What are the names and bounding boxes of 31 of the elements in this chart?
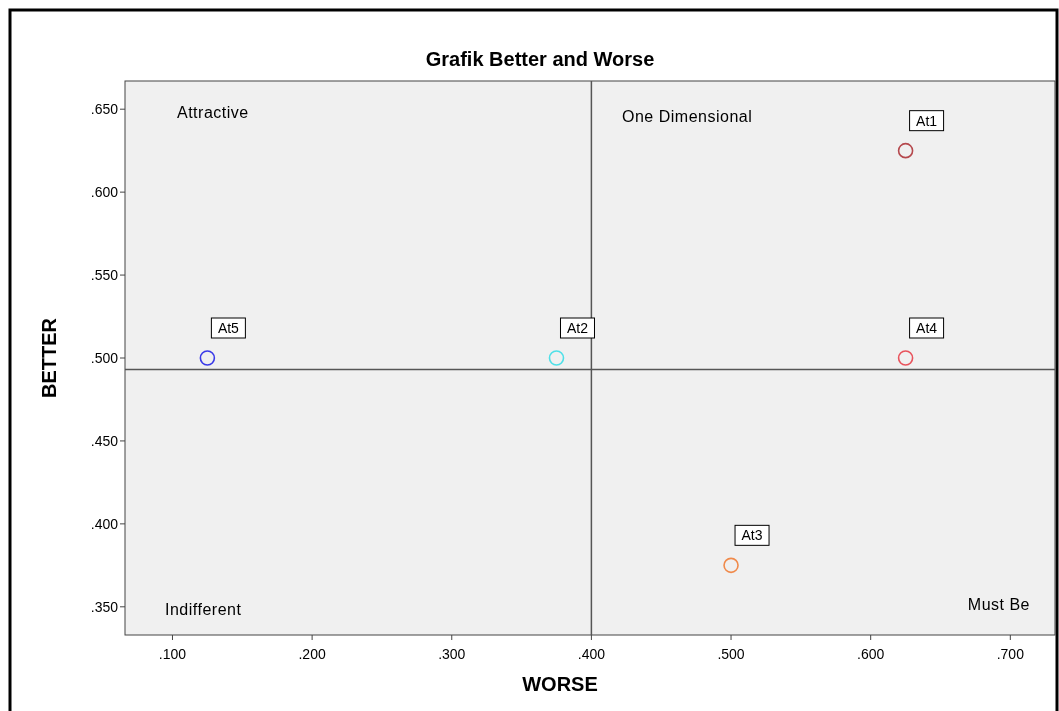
y-tick-label: .350	[90, 598, 119, 615]
y-tick-label: .500	[90, 350, 119, 366]
series-label: At3	[741, 527, 763, 544]
point	[897, 142, 914, 159]
point	[897, 350, 914, 366]
x-tick-label: .600	[857, 646, 885, 662]
y-tick-label: .450	[90, 432, 119, 449]
series-label: At5	[217, 320, 240, 336]
x-tick-label: .500	[717, 646, 745, 662]
x-tick-label: .300	[438, 646, 466, 662]
x-tick-label: .400	[577, 646, 606, 662]
point	[199, 350, 216, 366]
series-label: At4	[916, 320, 938, 336]
chart-title: Grafik Better and Worse	[425, 48, 655, 70]
x-axis-title: WORSE	[522, 673, 598, 695]
y-tick-label: .650	[90, 101, 119, 118]
x-tick-label: .100	[158, 646, 187, 662]
y-axis-title: BETTER	[38, 317, 60, 398]
annotation: Indifferent	[165, 601, 242, 618]
annotation: One Dimensional	[622, 108, 753, 125]
point	[723, 557, 739, 574]
annotation: Must Be	[967, 596, 1030, 613]
series-label: At1	[916, 112, 938, 129]
y-tick-label: .400	[90, 515, 119, 532]
point	[548, 350, 565, 366]
y-tick-label: .550	[90, 267, 119, 284]
x-tick-label: .700	[996, 646, 1025, 662]
x-tick-label: .200	[298, 646, 326, 662]
annotation: Attractive	[177, 104, 249, 121]
y-tick-label: .600	[90, 184, 119, 201]
series-label: At2	[566, 320, 589, 336]
